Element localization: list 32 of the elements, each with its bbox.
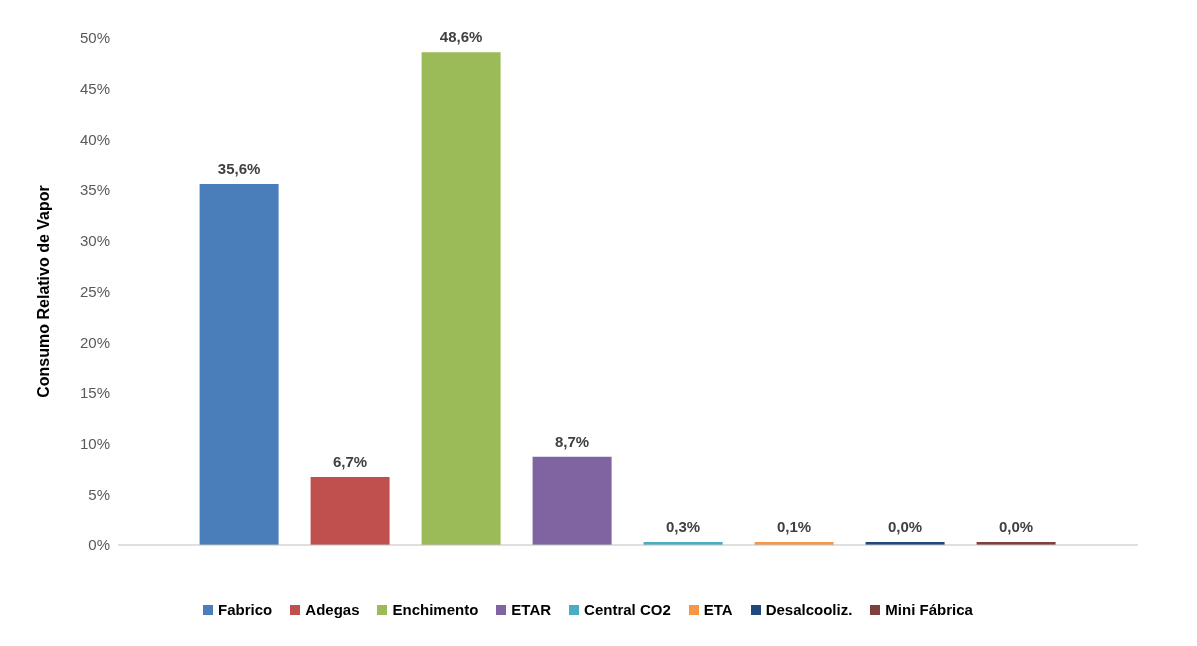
legend-label: ETAR	[511, 601, 552, 618]
y-tick-label: 0%	[88, 536, 110, 554]
y-tick-label: 45%	[79, 80, 110, 98]
data-label: 0,1%	[777, 518, 812, 535]
data-label: 48,6%	[439, 28, 483, 46]
y-tick-label: 5%	[88, 485, 110, 503]
legend-label: ETA	[703, 601, 733, 618]
data-label: 8,7%	[555, 432, 590, 450]
legend-label: Enchimento	[392, 601, 479, 618]
bar	[532, 456, 612, 545]
y-tick-label: 10%	[79, 434, 110, 452]
bar	[199, 184, 279, 545]
bar	[310, 477, 390, 545]
legend-label: Fabrico	[218, 601, 273, 618]
legend-label: Mini Fábrica	[885, 601, 973, 618]
y-tick-label: 40%	[79, 130, 110, 148]
legend-label: Central CO2	[584, 601, 671, 618]
y-tick-label: 35%	[79, 181, 110, 199]
data-label: 6,7%	[333, 453, 368, 471]
bar	[421, 52, 501, 545]
y-tick-label: 50%	[79, 29, 110, 47]
data-label: 0,0%	[888, 518, 923, 535]
y-tick-label: 20%	[79, 333, 110, 351]
y-tick-label: 15%	[79, 384, 110, 402]
data-label: 35,6%	[217, 160, 261, 178]
y-tick-label: 25%	[79, 282, 110, 300]
data-label: 0,0%	[999, 518, 1034, 535]
legend-label: Adegas	[305, 601, 360, 618]
data-label: 0,3%	[666, 517, 701, 535]
y-axis-title: Consumo Relativo de Vapor	[34, 185, 52, 398]
legend-label: Desalcooliz.	[765, 601, 853, 618]
y-tick-label: 30%	[79, 232, 110, 250]
